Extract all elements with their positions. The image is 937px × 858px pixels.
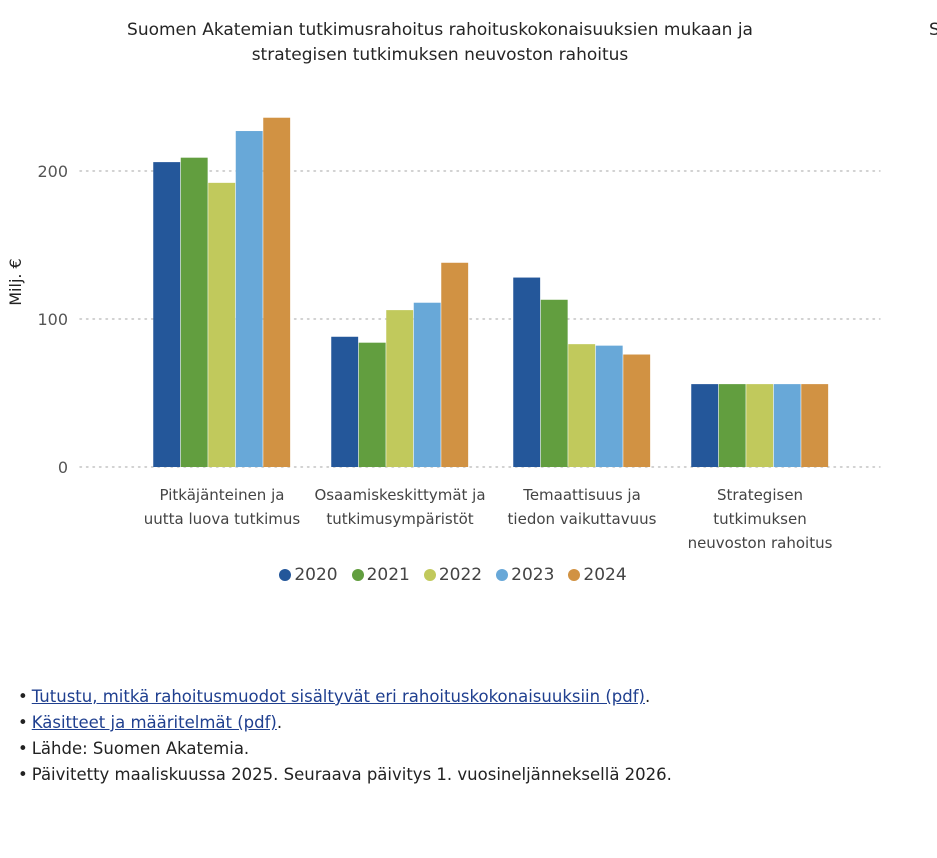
legend-item-2024[interactable]: 2024 bbox=[568, 565, 627, 585]
bar-1-2022 bbox=[208, 182, 236, 467]
category-label-3: tiedon vaikuttavuus bbox=[508, 510, 657, 528]
bar-4-2021 bbox=[718, 384, 746, 467]
legend-item-2023[interactable]: 2023 bbox=[496, 565, 554, 585]
category-label-4: tutkimuksen bbox=[713, 510, 806, 528]
legend-swatch-2021 bbox=[351, 569, 364, 581]
category-label-2: tutkimusympäristöt bbox=[326, 510, 473, 528]
y-tick-label-100: 100 bbox=[37, 310, 68, 329]
legend-label-2020: 2020 bbox=[294, 565, 338, 585]
cropped-title-fragment: S bbox=[929, 20, 937, 40]
note-item-2: Käsitteet ja määritelmät (pdf). bbox=[18, 710, 672, 736]
legend-label-2023: 2023 bbox=[511, 565, 555, 585]
legend-label-2024: 2024 bbox=[583, 565, 627, 585]
bar-1-2021 bbox=[180, 157, 208, 467]
bar-4-2022 bbox=[746, 384, 774, 467]
legend-swatch-2020 bbox=[279, 569, 292, 581]
note-item-4: Päivitetty maaliskuussa 2025. Seuraava p… bbox=[18, 762, 672, 788]
bar-3-2023 bbox=[595, 345, 623, 467]
source-text: Lähde: Suomen Akatemia. bbox=[31, 739, 250, 758]
bar-3-2021 bbox=[540, 299, 568, 467]
notes-list: Tutustu, mitkä rahoitusmuodot sisältyvät… bbox=[18, 684, 672, 788]
note-item-3: Lähde: Suomen Akatemia. bbox=[18, 736, 672, 762]
kasitteet-pdf-link[interactable]: Käsitteet ja määritelmät (pdf) bbox=[31, 713, 277, 732]
legend-item-2020[interactable]: 2020 bbox=[279, 565, 338, 585]
chart-legend: 2020 2021 2022 2023 2024 bbox=[0, 565, 906, 585]
y-tick-label-200: 200 bbox=[37, 162, 68, 181]
bar-3-2024 bbox=[623, 354, 651, 467]
bar-1-2023 bbox=[235, 131, 263, 468]
category-label-1: uutta luova tutkimus bbox=[144, 510, 301, 528]
legend-swatch-2023 bbox=[496, 569, 509, 581]
bar-4-2023 bbox=[773, 384, 801, 467]
rahoitusmuodot-pdf-link[interactable]: Tutustu, mitkä rahoitusmuodot sisältyvät… bbox=[31, 687, 645, 706]
bar-3-2022 bbox=[568, 344, 596, 467]
y-axis-label: Milj. € bbox=[6, 258, 25, 306]
note-item-1: Tutustu, mitkä rahoitusmuodot sisältyvät… bbox=[18, 684, 672, 710]
legend-swatch-2024 bbox=[568, 569, 581, 581]
category-label-2: Osaamiskeskittymät ja bbox=[314, 486, 485, 504]
chart-title: Suomen Akatemian tutkimusrahoitus rahoit… bbox=[127, 20, 753, 65]
category-label-1: Pitkäjänteinen ja bbox=[160, 486, 285, 504]
bar-2-2023 bbox=[413, 302, 441, 467]
legend-item-2022[interactable]: 2022 bbox=[423, 565, 483, 585]
category-label-3: Temaattisuus ja bbox=[522, 486, 641, 504]
updated-text: Päivitetty maaliskuussa 2025. Seuraava p… bbox=[31, 765, 672, 784]
category-label-4: neuvoston rahoitus bbox=[688, 534, 833, 552]
bar-3-2020 bbox=[513, 277, 541, 467]
legend-label-2022: 2022 bbox=[438, 565, 483, 585]
category-label-4: Strategisen bbox=[717, 486, 803, 504]
legend-item-2021[interactable]: 2021 bbox=[351, 565, 410, 585]
bar-1-2024 bbox=[263, 117, 291, 467]
bar-4-2020 bbox=[691, 384, 719, 467]
bar-2-2022 bbox=[386, 310, 414, 467]
bar-1-2020 bbox=[153, 162, 181, 467]
y-tick-label-0: 0 bbox=[58, 458, 68, 477]
legend-swatch-2022 bbox=[423, 569, 436, 581]
legend-label-2021: 2021 bbox=[366, 565, 410, 585]
bar-2-2024 bbox=[441, 262, 469, 467]
bar-2-2020 bbox=[331, 336, 359, 467]
bar-2-2021 bbox=[358, 342, 386, 467]
bar-chart: 0 100 200 Milj. € Pitkäjänteinen ja uutta luo… bbox=[6, 117, 881, 552]
bar-4-2024 bbox=[801, 384, 829, 467]
